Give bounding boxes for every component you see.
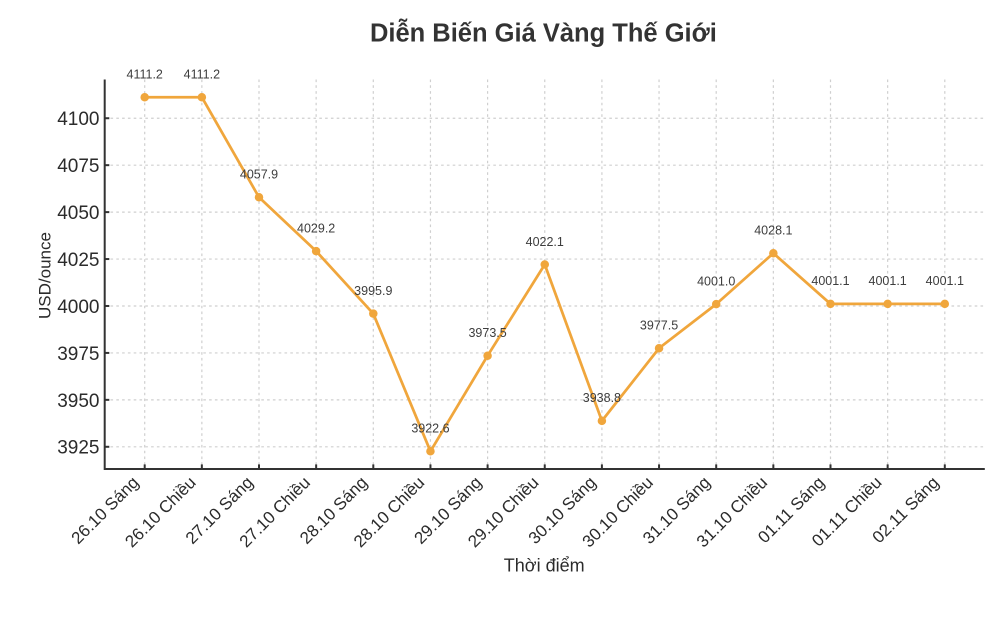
svg-text:4022.1: 4022.1 (526, 235, 564, 249)
svg-text:3922.6: 3922.6 (411, 422, 449, 436)
svg-text:3995.9: 3995.9 (354, 284, 392, 298)
svg-text:4000: 4000 (57, 297, 99, 318)
svg-text:4111.2: 4111.2 (184, 68, 220, 82)
svg-text:4001.1: 4001.1 (869, 274, 907, 288)
svg-text:4029.2: 4029.2 (297, 221, 335, 235)
svg-text:4075: 4075 (57, 156, 99, 177)
svg-text:USD/ounce: USD/ounce (36, 232, 55, 319)
svg-text:4111.2: 4111.2 (127, 68, 163, 82)
svg-text:3973.5: 3973.5 (468, 326, 506, 340)
svg-text:4057.9: 4057.9 (240, 168, 278, 182)
svg-text:Diễn Biến Giá Vàng Thế Giới: Diễn Biến Giá Vàng Thế Giới (370, 18, 717, 48)
svg-text:4001.1: 4001.1 (926, 274, 964, 288)
svg-text:3925: 3925 (57, 438, 99, 459)
svg-text:3977.5: 3977.5 (640, 319, 678, 333)
svg-text:4050: 4050 (57, 203, 99, 224)
svg-text:3975: 3975 (57, 344, 99, 365)
svg-text:3950: 3950 (57, 391, 99, 412)
svg-text:4025: 4025 (57, 250, 99, 271)
svg-text:Thời điểm: Thời điểm (504, 556, 585, 576)
svg-text:4100: 4100 (57, 109, 99, 130)
svg-text:3938.8: 3938.8 (583, 391, 621, 405)
svg-text:4001.1: 4001.1 (811, 274, 849, 288)
svg-text:4028.1: 4028.1 (754, 224, 792, 238)
svg-text:4001.0: 4001.0 (697, 274, 735, 288)
